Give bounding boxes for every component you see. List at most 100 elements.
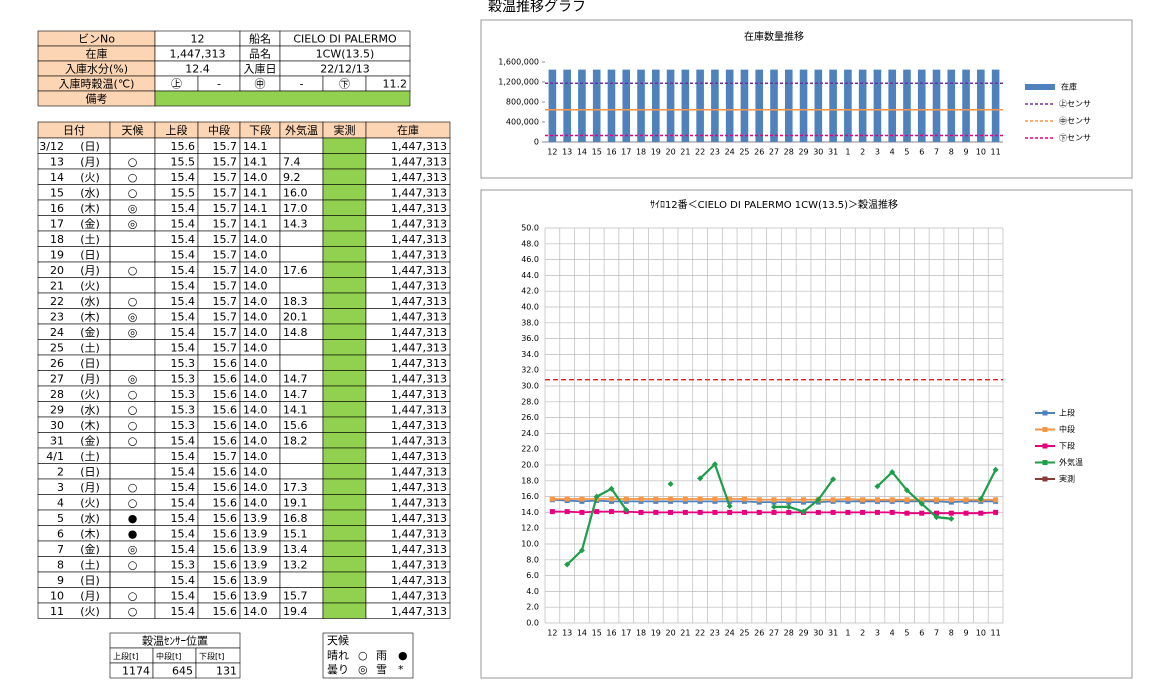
- legend-text: ◎: [358, 663, 368, 676]
- cell-text: 13.9: [243, 574, 268, 587]
- cell: [322, 277, 367, 294]
- cell-text: 入庫水分(%): [65, 62, 128, 76]
- cell-text: ◎: [128, 326, 138, 339]
- cell-text: (火): [80, 171, 100, 184]
- x-tick-label: 31: [828, 148, 838, 157]
- cell-text: 14.1: [243, 140, 268, 153]
- bar: [977, 69, 985, 142]
- x-tick-label: 12: [547, 629, 557, 638]
- cell: [279, 447, 324, 464]
- cell-border: [37, 602, 111, 619]
- point-marker: [904, 497, 910, 503]
- cell: [70, 448, 110, 464]
- cell-text: 15.6: [171, 140, 196, 153]
- cell-text: 18: [50, 233, 64, 246]
- cell: [322, 602, 367, 619]
- cell-text: 1,447,313: [391, 279, 447, 292]
- point-marker: [564, 509, 570, 515]
- cell: [70, 463, 110, 479]
- point-marker: [623, 496, 629, 502]
- cell: [365, 602, 451, 619]
- cell-text: 4/1: [46, 450, 64, 463]
- cell-text: 上段[t]: [113, 652, 138, 661]
- point-marker: [978, 510, 984, 516]
- y-tick-label: 50.0: [521, 224, 539, 233]
- cell: [38, 215, 70, 231]
- point-marker: [623, 507, 630, 514]
- legend-text: 曇り: [327, 663, 349, 676]
- bar: [578, 69, 586, 142]
- bar: [888, 69, 896, 142]
- bar: [725, 69, 734, 142]
- cell: [38, 184, 70, 200]
- point-marker: [785, 503, 792, 510]
- y-tick-label: 20.0: [521, 461, 539, 470]
- cell: [70, 153, 110, 169]
- cell: [322, 571, 367, 588]
- cell-text: 1,447,313: [391, 140, 447, 153]
- legend-swatch: [1042, 476, 1048, 482]
- y-tick-label: 0.0: [526, 619, 539, 628]
- cell-text: ○: [128, 403, 138, 416]
- point-marker: [800, 508, 807, 515]
- cell: [279, 571, 324, 588]
- x-tick-label: 29: [798, 148, 808, 157]
- x-tick-label: 1: [845, 629, 850, 638]
- cell: [38, 463, 70, 479]
- cell-text: (木): [80, 310, 100, 323]
- cell-text: ●: [128, 527, 138, 540]
- cell-text: 15.6: [213, 605, 238, 618]
- cell-text: 1,447,313: [391, 496, 447, 509]
- legend-label: ㊥センサ: [1059, 117, 1091, 126]
- cell-text: 15.3: [171, 403, 196, 416]
- legend-title: 天候: [327, 633, 349, 647]
- cell-text: 15.6: [213, 372, 238, 385]
- cell-text: 外気温: [285, 123, 318, 137]
- cell-text: ◎: [128, 310, 138, 323]
- cell: [38, 339, 70, 355]
- cell-text: 15.3: [171, 558, 196, 571]
- cell-text: 15.3: [171, 357, 196, 370]
- cell: [38, 572, 70, 588]
- cell-text: 15.6: [213, 403, 238, 416]
- cell-text: 14.0: [243, 326, 268, 339]
- point-marker: [608, 485, 615, 492]
- cell: [195, 662, 241, 679]
- cell: [322, 215, 367, 232]
- point-marker: [874, 509, 880, 515]
- cell-text: ◎: [128, 543, 138, 556]
- cell-text: (土): [80, 341, 100, 354]
- y-tick-label: 38.0: [521, 318, 539, 327]
- cell-text: (水): [80, 295, 100, 308]
- cell-text: 14.0: [243, 171, 268, 184]
- legend-swatch: [1025, 84, 1055, 90]
- legend-label: 上段: [1059, 409, 1075, 418]
- point-marker: [594, 509, 600, 515]
- point-marker: [697, 509, 703, 515]
- cell: [322, 587, 367, 604]
- cell-text: 13.9: [243, 527, 268, 540]
- cell: [322, 261, 367, 278]
- cell-text: 15.7: [213, 450, 238, 463]
- point-marker: [830, 497, 836, 503]
- cell-text: 14.0: [243, 605, 268, 618]
- cell-text: 13.2: [283, 558, 308, 571]
- cell-text: 入庫時穀温(℃): [59, 77, 135, 91]
- cell-text: 15.7: [213, 341, 238, 354]
- x-tick-label: 13: [562, 629, 572, 638]
- cell-text: (日): [80, 248, 100, 261]
- cell-text: 上段: [166, 123, 188, 137]
- cell-text: 1CW(13.5): [316, 48, 375, 61]
- y-tick-label: 16.0: [521, 492, 539, 501]
- cell: [70, 308, 110, 324]
- cell-text: 14.0: [243, 264, 268, 277]
- cell-text: ●: [128, 512, 138, 525]
- y-tick-label: 40.0: [521, 303, 539, 312]
- cell: [70, 587, 110, 603]
- cell-text: 15.4: [171, 574, 196, 587]
- cell-text: 10: [50, 589, 64, 602]
- cell-text: 品名: [249, 47, 271, 61]
- cell-text: 14.0: [243, 341, 268, 354]
- cell-text: ○: [128, 558, 138, 571]
- cell-text: 15.4: [171, 326, 196, 339]
